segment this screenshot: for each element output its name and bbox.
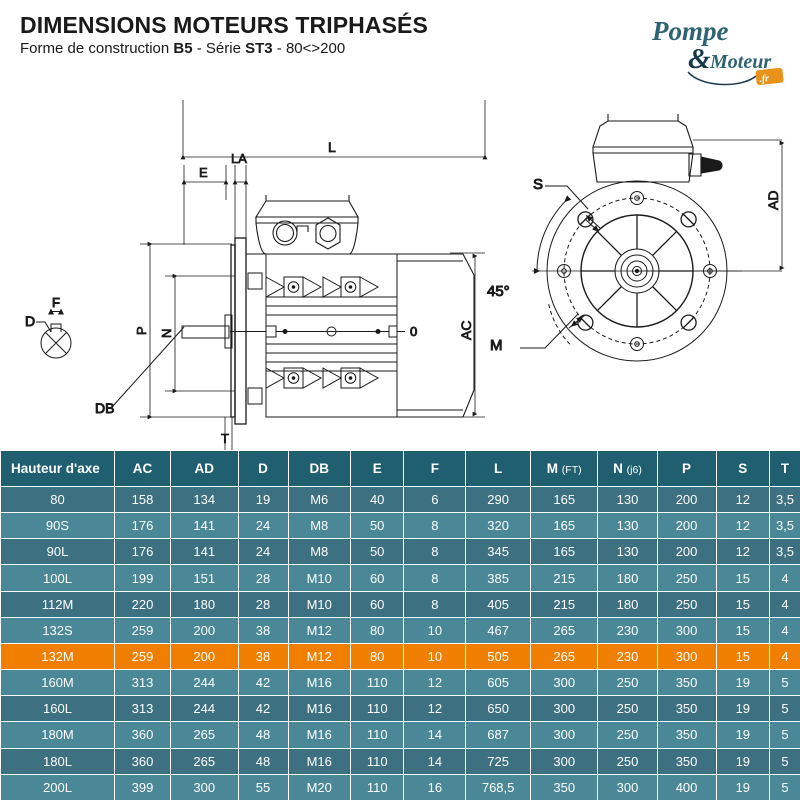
svg-text:S: S — [533, 176, 543, 193]
svg-text:0: 0 — [410, 324, 417, 339]
svg-text:F: F — [52, 295, 60, 310]
svg-text:AD: AD — [765, 191, 781, 210]
svg-text:D: D — [25, 313, 35, 329]
svg-text:N: N — [159, 329, 174, 338]
svg-text:AC: AC — [458, 321, 474, 340]
svg-text:LA: LA — [231, 151, 247, 166]
svg-text:Pompe: Pompe — [651, 16, 728, 46]
svg-text:DB: DB — [95, 400, 114, 416]
svg-text:45°: 45° — [487, 283, 510, 300]
svg-text:M: M — [490, 337, 503, 354]
svg-text:P: P — [134, 326, 149, 335]
svg-text:T: T — [221, 431, 229, 446]
svg-text:E: E — [199, 165, 208, 180]
svg-text:L: L — [328, 139, 336, 155]
